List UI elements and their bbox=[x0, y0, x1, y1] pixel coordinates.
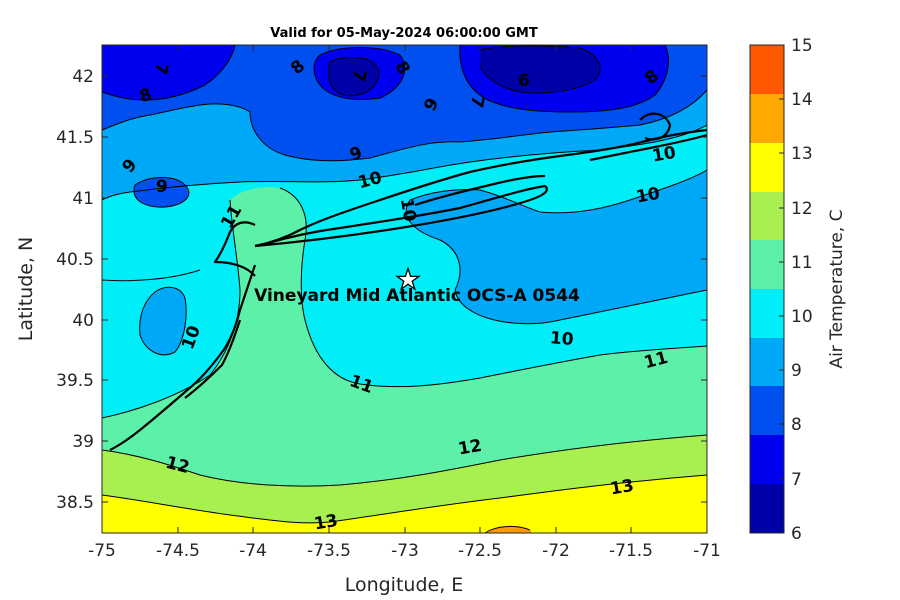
x-tick-label: -75 bbox=[88, 541, 116, 561]
colorbar-tick-label: 8 bbox=[791, 415, 802, 435]
contour-label: 10 bbox=[396, 197, 420, 224]
colorbar-tick-label: 10 bbox=[791, 307, 813, 327]
colorbar-tick-label: 6 bbox=[791, 524, 802, 544]
x-tick-label: -73 bbox=[391, 541, 419, 561]
colorbar-segment bbox=[750, 143, 784, 192]
x-tick-label: -71.5 bbox=[609, 541, 653, 561]
colorbar-tick-label: 15 bbox=[791, 36, 813, 56]
x-tick-label: -72.5 bbox=[458, 541, 502, 561]
band-9-10-nj-blob bbox=[139, 287, 187, 355]
colorbar-tick-label: 14 bbox=[791, 90, 813, 110]
band-8-9-west-blob bbox=[134, 177, 189, 208]
x-tick-label: -72 bbox=[542, 541, 570, 561]
colorbar-segment bbox=[750, 45, 784, 94]
colorbar-tick-label: 12 bbox=[791, 199, 813, 219]
x-tick-label: -74 bbox=[239, 541, 267, 561]
contour-label: 7 bbox=[150, 61, 172, 76]
colorbar-segment bbox=[750, 435, 784, 484]
colorbar-segment bbox=[750, 289, 784, 338]
y-axis-label: Latitude, N bbox=[15, 237, 37, 342]
colorbar-label: Air Temperature, C bbox=[827, 209, 847, 368]
colorbar: 15 14 13 12 11 10 9 8 7 6 Air Temperatur… bbox=[749, 36, 847, 544]
coastline bbox=[109, 112, 707, 451]
site-label: Vineyard Mid Atlantic OCS-A 0544 bbox=[254, 286, 580, 306]
colorbar-segment bbox=[750, 94, 784, 143]
colorbar-segment bbox=[750, 484, 784, 533]
site-star-icon bbox=[395, 266, 421, 291]
chart-title: Valid for 05-May-2024 06:00:00 GMT bbox=[270, 26, 538, 41]
x-tick-label: -73.5 bbox=[307, 541, 351, 561]
colorbar-segment bbox=[750, 192, 784, 240]
y-tick-label: 38.5 bbox=[56, 493, 94, 513]
y-axis: 38.5 39 39.5 40 40.5 41 41.5 42 Latitude… bbox=[15, 67, 707, 513]
colorbar-segment bbox=[750, 240, 784, 289]
contour-label: 10 bbox=[635, 184, 662, 208]
colorbar-tick-label: 13 bbox=[791, 144, 813, 164]
y-tick-label: 39 bbox=[72, 432, 94, 452]
colorbar-tick-label: 11 bbox=[791, 253, 813, 273]
y-tick-label: 41 bbox=[72, 189, 94, 209]
x-axis: -75 -74.5 -74 -73.5 -73 -72.5 -72 -71.5 … bbox=[88, 45, 721, 596]
y-tick-label: 39.5 bbox=[56, 371, 94, 391]
y-tick-label: 40.5 bbox=[56, 250, 94, 270]
band-13-14 bbox=[102, 475, 707, 533]
x-tick-label: -71 bbox=[693, 541, 721, 561]
contour-label: 13 bbox=[609, 476, 636, 500]
contour-label: 10 bbox=[651, 143, 678, 167]
y-tick-label: 40 bbox=[72, 311, 94, 331]
band-9-10-east bbox=[406, 170, 707, 324]
map-plot-area: 8 8 7 7 8 6 7 8 9 9 9 9 10 10 10 10 11 1… bbox=[102, 45, 707, 535]
contour-label: 7 bbox=[348, 68, 370, 83]
colorbar-segment bbox=[750, 386, 784, 435]
contour-label: 13 bbox=[313, 511, 340, 535]
colorbar-tick-label: 9 bbox=[791, 361, 802, 381]
colorbar-tick-label: 7 bbox=[791, 470, 802, 490]
contour-label: 6 bbox=[518, 71, 530, 91]
contour-label: 10 bbox=[549, 328, 574, 350]
contour-label: 7 bbox=[466, 94, 488, 109]
x-axis-label: Longitude, E bbox=[345, 574, 464, 596]
contour-label: 12 bbox=[457, 436, 484, 460]
band-6-7-core bbox=[480, 45, 600, 94]
colorbar-segment bbox=[750, 338, 784, 386]
band-6-7-small bbox=[328, 57, 379, 96]
y-tick-label: 42 bbox=[72, 67, 94, 87]
contour-label: 9 bbox=[156, 177, 168, 197]
y-tick-label: 41.5 bbox=[56, 128, 94, 148]
x-tick-label: -74.5 bbox=[156, 541, 200, 561]
